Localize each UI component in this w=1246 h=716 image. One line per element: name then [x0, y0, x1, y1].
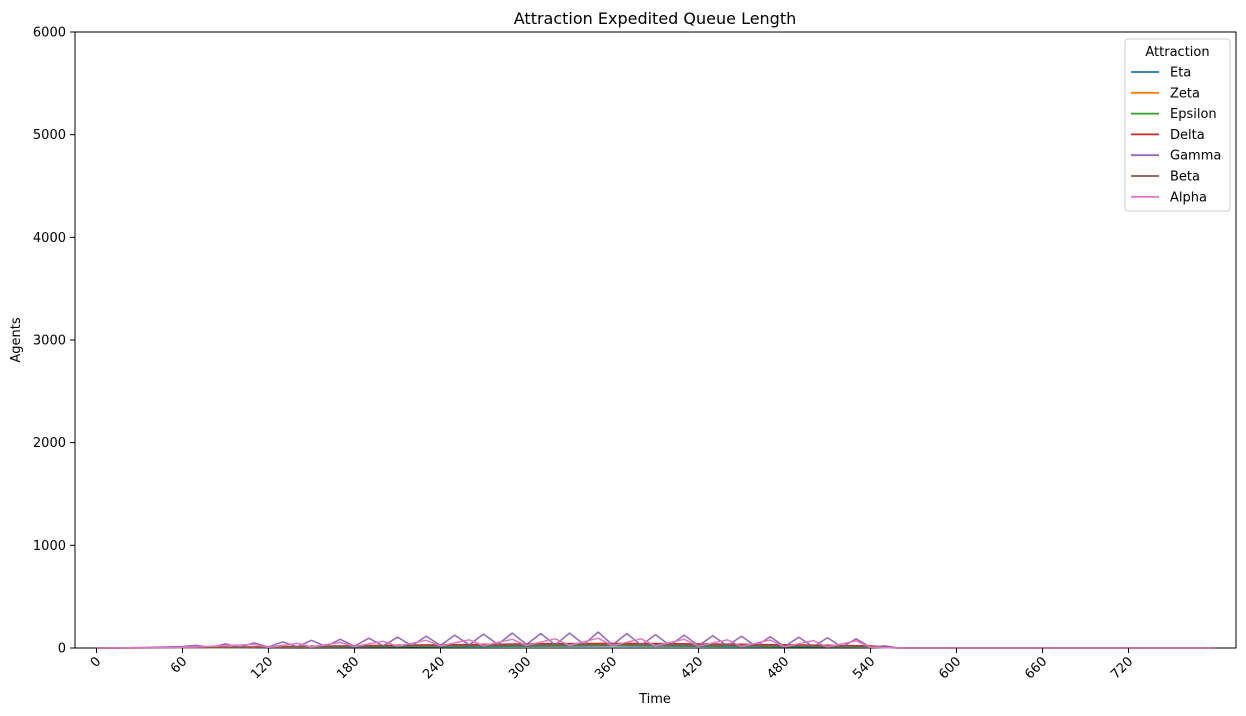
series-line-gamma — [96, 631, 1215, 649]
x-tick-label: 300 — [506, 654, 534, 682]
y-tick-label: 0 — [58, 642, 66, 657]
plot-area — [74, 31, 1237, 649]
x-tick-label: 180 — [334, 654, 362, 682]
x-axis-title: Time — [638, 692, 671, 707]
x-tick-label: 60 — [168, 654, 190, 676]
legend-label-gamma: Gamma — [1170, 149, 1221, 164]
x-tick-label: 120 — [248, 654, 276, 682]
legend-label-eta: Eta — [1170, 66, 1191, 81]
x-tick-label: 420 — [678, 654, 706, 682]
y-tick-label: 3000 — [33, 334, 66, 349]
x-tick-label: 720 — [1108, 654, 1136, 682]
series-layer — [96, 631, 1215, 649]
series-line-alpha — [96, 637, 1215, 649]
legend-label-beta: Beta — [1170, 170, 1200, 185]
legend-label-epsilon: Epsilon — [1170, 107, 1217, 122]
y-axis-title: Agents — [9, 317, 24, 362]
x-tick-label: 480 — [764, 654, 792, 682]
y-tick-label: 5000 — [33, 128, 66, 143]
x-tick-label: 540 — [850, 654, 878, 682]
legend: Attraction Eta Zeta Epsilon Delta Gamma Beta Al… — [1124, 38, 1231, 212]
x-tick-label: 240 — [420, 654, 448, 682]
x-tick-label: 360 — [592, 654, 620, 682]
legend-label-delta: Delta — [1170, 128, 1205, 143]
y-tick-label: 2000 — [33, 436, 66, 451]
legend-label-alpha: Alpha — [1170, 190, 1207, 205]
y-tick-label: 4000 — [33, 231, 66, 246]
legend-title: Attraction — [1145, 45, 1209, 60]
chart-title: Attraction Expedited Queue Length — [514, 9, 797, 28]
x-tick-label: 600 — [936, 654, 964, 682]
y-axis: 0 1000 2000 3000 4000 5000 6000 — [33, 26, 75, 657]
legend-label-zeta: Zeta — [1170, 86, 1200, 101]
x-axis: 0 60 120 180 240 300 360 420 480 540 600 660 720 — [88, 648, 1136, 682]
legend-box — [1124, 38, 1231, 212]
y-tick-label: 6000 — [33, 26, 66, 41]
plot-frame — [74, 31, 1237, 649]
y-tick-label: 1000 — [33, 539, 66, 554]
x-tick-label: 0 — [88, 654, 104, 670]
x-tick-label: 660 — [1022, 654, 1050, 682]
